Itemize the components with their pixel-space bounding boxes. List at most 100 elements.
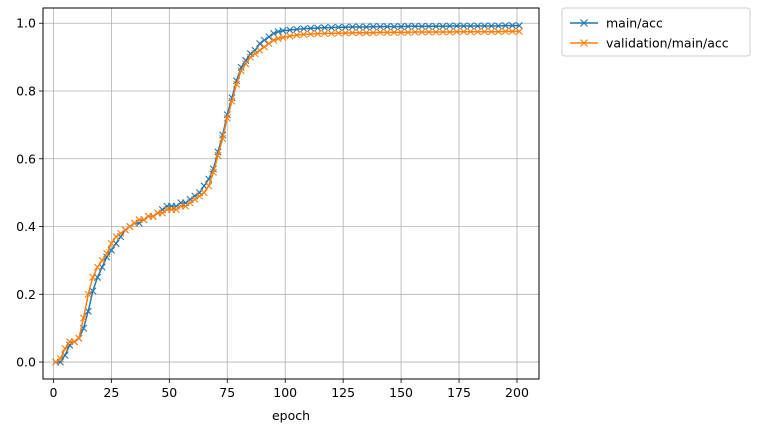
data-point	[355, 29, 363, 37]
data-point	[242, 56, 250, 65]
data-point	[334, 29, 343, 37]
data-point	[348, 23, 357, 31]
data-point	[501, 22, 509, 30]
data-point	[467, 28, 475, 36]
data-point	[260, 43, 268, 51]
data-point	[205, 182, 213, 190]
data-point	[219, 134, 227, 143]
data-point	[265, 33, 273, 41]
data-point	[473, 22, 482, 30]
x-tick-label: 75	[219, 385, 235, 400]
data-point	[453, 22, 461, 30]
data-point	[439, 28, 447, 36]
data-point	[508, 22, 516, 30]
data-point	[321, 24, 329, 32]
data-point	[383, 28, 391, 36]
data-point	[293, 25, 301, 33]
data-point	[362, 29, 370, 37]
data-point	[432, 22, 440, 30]
legend-label: main/acc	[606, 16, 663, 31]
data-point	[494, 28, 503, 36]
data-point	[425, 22, 433, 30]
legend: main/acc validation/main/acc	[561, 7, 751, 57]
data-point	[186, 199, 194, 207]
data-point	[314, 30, 322, 38]
series-layer	[52, 22, 523, 366]
data-point	[515, 27, 523, 35]
data-point	[107, 239, 115, 248]
y-tick-label: 0.2	[16, 287, 36, 302]
data-point	[473, 28, 482, 36]
data-point	[327, 24, 336, 32]
data-point	[89, 273, 97, 281]
data-point	[460, 28, 468, 36]
data-point	[256, 46, 264, 54]
data-point	[369, 29, 377, 37]
data-point	[79, 314, 88, 322]
data-point	[307, 24, 315, 32]
data-point	[117, 229, 125, 237]
data-point	[432, 28, 440, 36]
data-point	[341, 29, 350, 37]
data-point	[75, 334, 83, 342]
data-point	[286, 26, 294, 34]
grid	[43, 8, 539, 379]
data-point	[397, 23, 405, 31]
data-point	[260, 36, 268, 44]
data-point	[307, 30, 315, 38]
data-point	[404, 22, 412, 30]
data-point	[98, 256, 106, 265]
data-point	[487, 22, 496, 30]
y-tick-label: 1.0	[16, 16, 36, 31]
data-point	[348, 29, 357, 37]
data-point	[84, 290, 92, 298]
data-point	[508, 27, 516, 35]
data-point	[232, 80, 241, 88]
data-point	[265, 39, 273, 48]
x-tick-label: 150	[389, 385, 413, 400]
data-point	[369, 23, 377, 31]
data-point	[242, 60, 250, 68]
data-point	[103, 250, 111, 258]
data-point	[172, 206, 180, 214]
data-point	[228, 97, 236, 105]
data-point	[487, 28, 496, 36]
x-tick-label: 175	[447, 385, 471, 400]
data-point	[279, 33, 287, 42]
data-point	[149, 212, 157, 220]
y-tick-label: 0.4	[16, 219, 36, 234]
data-point	[112, 233, 120, 241]
legend-item: validation/main/acc	[570, 36, 729, 51]
data-point	[446, 28, 454, 36]
data-point	[70, 338, 78, 346]
data-point	[219, 131, 227, 139]
series-main-acc	[52, 22, 523, 366]
data-point	[195, 192, 204, 200]
series-validation-main-acc	[52, 27, 523, 366]
data-point	[300, 30, 308, 39]
data-point	[56, 355, 64, 363]
data-point	[300, 25, 308, 33]
data-point	[334, 23, 343, 31]
data-point	[191, 195, 199, 204]
x-tick-label: 25	[103, 385, 119, 400]
data-point	[390, 23, 398, 31]
x-tick-label: 125	[331, 385, 355, 400]
data-point	[383, 23, 391, 31]
data-point	[362, 23, 370, 31]
data-point	[237, 63, 245, 71]
data-point	[390, 28, 398, 36]
data-point	[223, 114, 231, 122]
data-point	[480, 28, 489, 36]
data-point	[418, 28, 426, 36]
series-line	[55, 30, 520, 363]
data-point	[52, 358, 60, 366]
data-point	[209, 168, 217, 176]
data-point	[425, 28, 433, 36]
data-point	[355, 23, 363, 31]
data-point	[246, 53, 255, 61]
x-tick-label: 50	[161, 385, 177, 400]
data-point	[404, 28, 412, 36]
x-tick-label: 0	[49, 385, 57, 400]
data-point	[130, 219, 139, 227]
